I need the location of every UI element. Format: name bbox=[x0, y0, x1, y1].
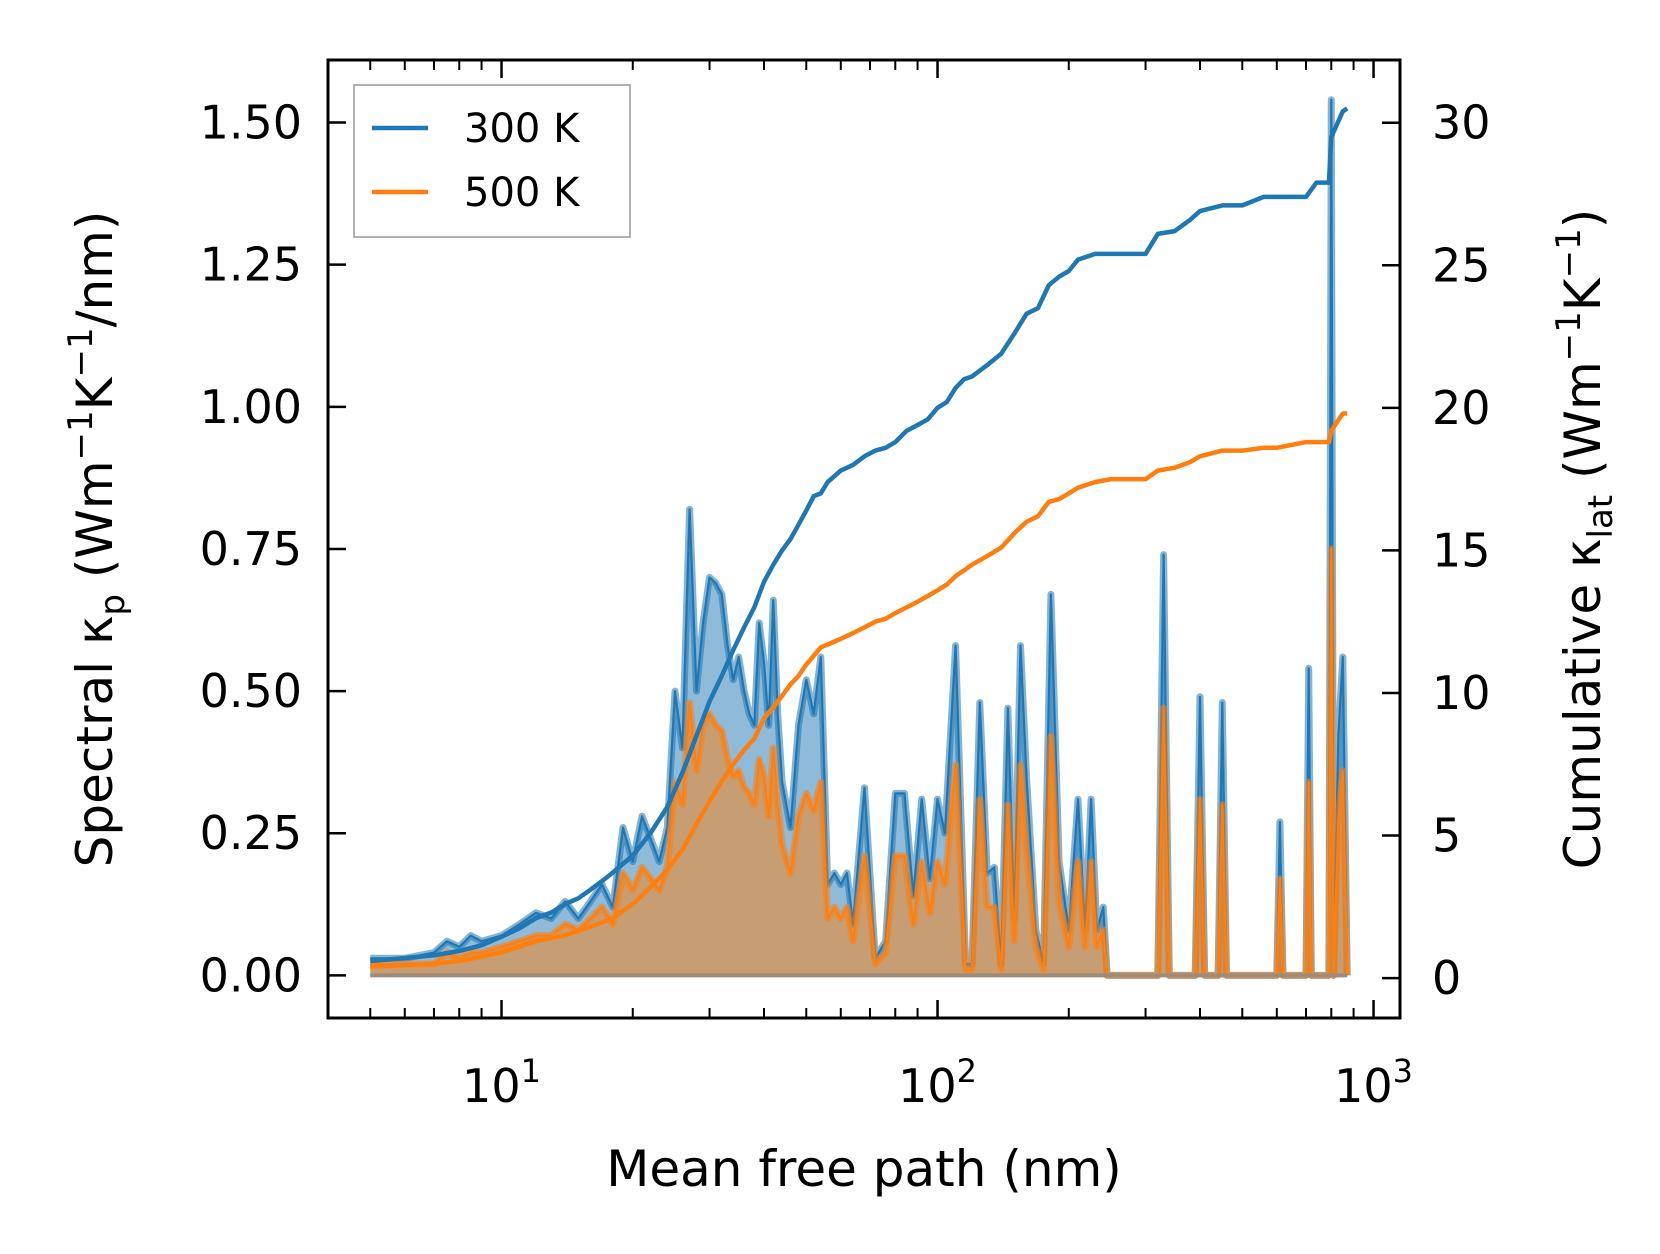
y-right-title-superscript: −1 bbox=[1549, 311, 1589, 361]
y-right-tick-label: 30 bbox=[1432, 96, 1491, 150]
y-left-title-part: (Wm bbox=[66, 460, 124, 594]
y-left-title-superscript: −1 bbox=[61, 327, 101, 377]
x-tick-base: 10 bbox=[1334, 1059, 1393, 1113]
y-right-title-part: K bbox=[1554, 277, 1612, 311]
y-left-title-subscript: p bbox=[93, 594, 133, 616]
y-left-tick-label: 0.00 bbox=[200, 948, 302, 1002]
y-right-title-subscript: lat bbox=[1581, 495, 1621, 539]
x-tick-exponent: 1 bbox=[521, 1052, 541, 1090]
y-left-title-part: K bbox=[66, 376, 124, 410]
x-tick-label: 103 bbox=[1334, 1052, 1413, 1113]
y-right-title-part: ) bbox=[1554, 209, 1612, 229]
y-right-tick-label: 10 bbox=[1432, 666, 1491, 720]
y-left-tick-label: 0.75 bbox=[200, 522, 302, 576]
y-right-title-superscript: −1 bbox=[1549, 228, 1589, 278]
x-tick-base: 10 bbox=[462, 1059, 521, 1113]
legend-label: 300 K bbox=[464, 106, 581, 152]
x-tick-exponent: 2 bbox=[957, 1052, 977, 1090]
x-axis-title: Mean free path (nm) bbox=[606, 1140, 1122, 1198]
cumulative-line-500k bbox=[370, 411, 1348, 969]
legend: 300 K 500 K bbox=[353, 84, 631, 238]
y-left-title-part: /nm) bbox=[66, 211, 124, 328]
y-right-title-part: Cumulative κ bbox=[1554, 538, 1612, 869]
y-right-tick-label: 20 bbox=[1432, 381, 1491, 435]
y-left-tick-label: 1.25 bbox=[200, 238, 302, 292]
y-left-tick-label: 0.50 bbox=[200, 664, 302, 718]
y-left-title-superscript: −1 bbox=[61, 410, 101, 460]
plot-frame bbox=[326, 58, 1402, 1020]
y-left-tick-label: 1.00 bbox=[200, 380, 302, 434]
y-right-tick-label: 25 bbox=[1432, 238, 1491, 292]
x-tick-label: 102 bbox=[898, 1052, 977, 1113]
x-tick-exponent: 3 bbox=[1393, 1052, 1413, 1090]
y-left-tick-label: 0.25 bbox=[200, 806, 302, 860]
plot-area bbox=[370, 96, 1351, 979]
y-left-title-part: Spectral κ bbox=[66, 616, 124, 868]
y-right-axis-title: Cumulative κlat (Wm−1K−1) bbox=[1549, 209, 1621, 869]
x-tick-base: 10 bbox=[898, 1059, 957, 1113]
x-tick-label: 101 bbox=[462, 1052, 541, 1113]
legend-label: 500 K bbox=[464, 170, 581, 216]
y-left-tick-label: 1.50 bbox=[200, 96, 302, 150]
y-right-tick-label: 5 bbox=[1432, 809, 1461, 863]
y-right-title-part: (Wm bbox=[1554, 361, 1612, 495]
y-right-tick-label: 15 bbox=[1432, 523, 1491, 577]
y-right-tick-label: 0 bbox=[1432, 951, 1461, 1005]
y-left-axis-title: Spectral κp (Wm−1K−1/nm) bbox=[61, 211, 133, 868]
legend-box bbox=[353, 84, 631, 238]
cumulative-line-300k bbox=[370, 106, 1349, 964]
axes: 0.00 0.25 0.50 0.75 1.00 1.25 1.50 0 5 10 15 20 25 30… bbox=[61, 58, 1621, 1198]
